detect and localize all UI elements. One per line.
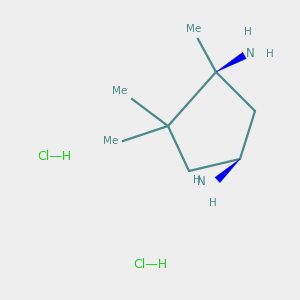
Text: N: N [246,47,255,61]
Text: Me: Me [112,86,128,96]
Text: H: H [209,198,217,208]
Text: Cl—H: Cl—H [37,149,71,163]
Text: Cl—H: Cl—H [133,257,167,271]
Polygon shape [215,159,240,183]
Text: N: N [197,175,206,188]
Text: Me: Me [103,136,118,146]
Polygon shape [216,52,246,72]
Text: H: H [244,28,251,38]
Text: H: H [193,175,201,185]
Text: H: H [266,49,274,59]
Text: Me: Me [186,25,201,34]
